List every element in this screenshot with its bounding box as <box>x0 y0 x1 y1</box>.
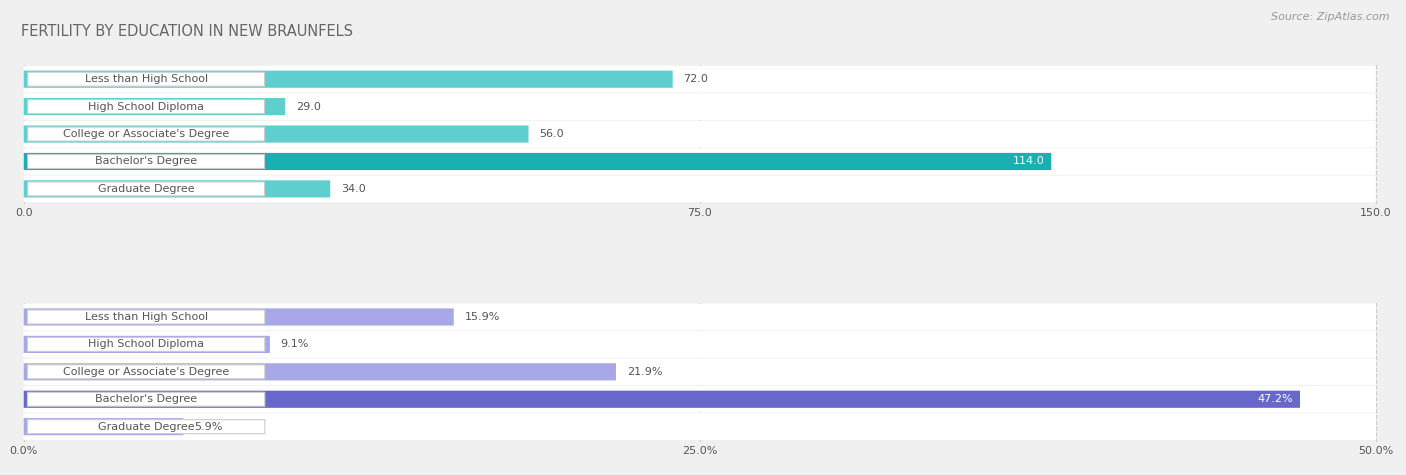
Text: College or Associate's Degree: College or Associate's Degree <box>63 129 229 139</box>
Text: Less than High School: Less than High School <box>84 74 208 84</box>
Text: High School Diploma: High School Diploma <box>89 340 204 350</box>
FancyBboxPatch shape <box>24 413 1376 440</box>
FancyBboxPatch shape <box>28 154 264 169</box>
FancyBboxPatch shape <box>28 127 264 141</box>
Text: 29.0: 29.0 <box>295 102 321 112</box>
Text: 56.0: 56.0 <box>540 129 564 139</box>
Text: 114.0: 114.0 <box>1012 156 1045 166</box>
FancyBboxPatch shape <box>28 72 264 86</box>
Text: 47.2%: 47.2% <box>1257 394 1294 404</box>
FancyBboxPatch shape <box>28 182 264 196</box>
FancyBboxPatch shape <box>24 71 672 88</box>
FancyBboxPatch shape <box>28 420 264 434</box>
FancyBboxPatch shape <box>24 336 270 353</box>
Text: 21.9%: 21.9% <box>627 367 662 377</box>
Text: 5.9%: 5.9% <box>194 422 222 432</box>
FancyBboxPatch shape <box>24 148 1375 175</box>
FancyBboxPatch shape <box>28 337 264 352</box>
Text: 34.0: 34.0 <box>342 184 366 194</box>
FancyBboxPatch shape <box>24 359 1376 385</box>
FancyBboxPatch shape <box>24 66 1375 93</box>
Text: High School Diploma: High School Diploma <box>89 102 204 112</box>
FancyBboxPatch shape <box>24 363 616 380</box>
FancyBboxPatch shape <box>24 331 1376 358</box>
Text: Graduate Degree: Graduate Degree <box>98 184 194 194</box>
Text: 9.1%: 9.1% <box>281 340 309 350</box>
FancyBboxPatch shape <box>24 180 330 198</box>
FancyBboxPatch shape <box>24 125 529 142</box>
Text: FERTILITY BY EDUCATION IN NEW BRAUNFELS: FERTILITY BY EDUCATION IN NEW BRAUNFELS <box>21 24 353 39</box>
FancyBboxPatch shape <box>28 100 264 114</box>
Text: Less than High School: Less than High School <box>84 312 208 322</box>
FancyBboxPatch shape <box>24 153 1052 170</box>
FancyBboxPatch shape <box>28 365 264 379</box>
FancyBboxPatch shape <box>24 418 183 435</box>
FancyBboxPatch shape <box>28 392 264 406</box>
Text: Graduate Degree: Graduate Degree <box>98 422 194 432</box>
Text: 15.9%: 15.9% <box>464 312 501 322</box>
FancyBboxPatch shape <box>24 386 1376 413</box>
FancyBboxPatch shape <box>24 93 1375 120</box>
FancyBboxPatch shape <box>24 304 1376 330</box>
FancyBboxPatch shape <box>28 310 264 324</box>
Text: 72.0: 72.0 <box>683 74 709 84</box>
Text: College or Associate's Degree: College or Associate's Degree <box>63 367 229 377</box>
FancyBboxPatch shape <box>24 176 1375 202</box>
Text: Source: ZipAtlas.com: Source: ZipAtlas.com <box>1271 12 1389 22</box>
FancyBboxPatch shape <box>24 390 1301 408</box>
Text: Bachelor's Degree: Bachelor's Degree <box>96 156 197 166</box>
FancyBboxPatch shape <box>24 121 1375 147</box>
Text: Bachelor's Degree: Bachelor's Degree <box>96 394 197 404</box>
FancyBboxPatch shape <box>24 98 285 115</box>
FancyBboxPatch shape <box>24 308 454 325</box>
